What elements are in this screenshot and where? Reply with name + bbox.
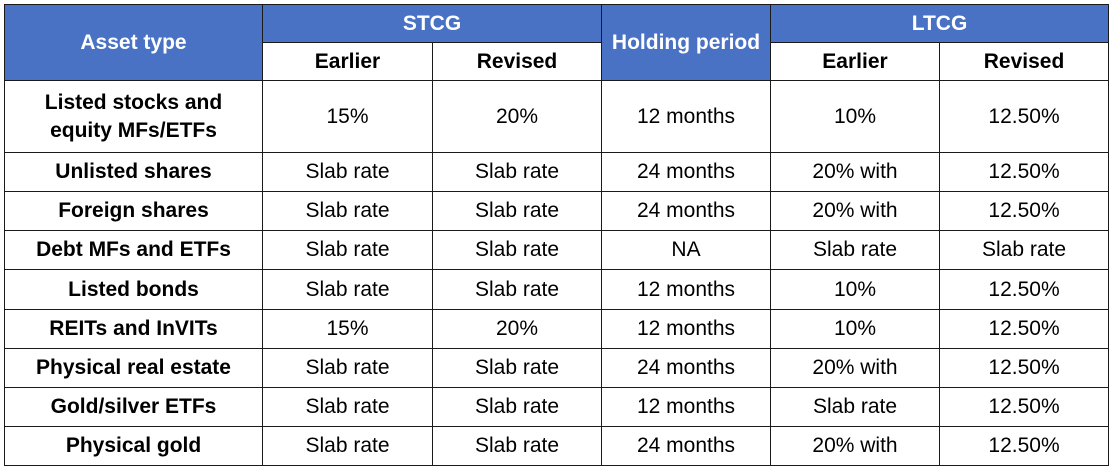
table-row: Debt MFs and ETFs Slab rate Slab rate NA… [4,230,1110,271]
header-asset-type: Asset type [4,4,263,81]
ltcg-revised-cell: 12.50% [938,386,1110,427]
ltcg-revised-cell: Slab rate [938,230,1110,271]
holding-period-cell: 12 months [601,386,771,427]
header-stcg: STCG [262,4,602,43]
ltcg-earlier-cell: Slab rate [770,230,940,271]
ltcg-earlier-cell: 10% [770,308,940,349]
stcg-revised-cell: Slab rate [432,386,602,427]
holding-period-cell: 24 months [601,191,771,232]
ltcg-revised-cell: 12.50% [938,152,1110,193]
ltcg-revised-cell: 12.50% [938,347,1110,388]
stcg-revised-cell: Slab rate [432,269,602,310]
holding-period-cell: 24 months [601,425,771,467]
table-row: Gold/silver ETFs Slab rate Slab rate 12 … [4,386,1110,427]
tax-comparison-table: Asset type STCG Holding period LTCG Earl… [4,4,1110,467]
table-row: Foreign shares Slab rate Slab rate 24 mo… [4,191,1110,232]
header-row-2: Earlier Revised Earlier Revised [5,42,1110,81]
stcg-revised-cell: Slab rate [432,425,602,467]
stcg-revised-cell: Slab rate [432,152,602,193]
header-ltcg-revised: Revised [938,42,1110,81]
stcg-earlier-cell: Slab rate [262,191,433,232]
ltcg-revised-cell: 12.50% [938,191,1110,232]
holding-period-cell: NA [601,230,771,271]
table-row: Physical real estate Slab rate Slab rate… [4,347,1110,388]
ltcg-revised-cell: 12.50% [938,269,1110,310]
ltcg-earlier-text: 20% with indexation [812,433,898,457]
table-row: Listed bonds Slab rate Slab rate 12 mont… [4,269,1110,310]
stcg-earlier-cell: Slab rate [262,152,433,193]
asset-cell: Unlisted shares [4,152,263,193]
asset-cell: REITs and InVITs [4,308,263,349]
header-ltcg-earlier: Earlier [770,42,940,81]
table-row: Physical gold Slab rate Slab rate 24 mon… [4,425,1110,467]
holding-period-cell: 12 months [601,269,771,310]
ltcg-earlier-cell: 20% with indexation [770,425,940,467]
stcg-revised-cell: Slab rate [432,230,602,271]
ltcg-earlier-text: 20% with indexation [812,160,898,184]
stcg-revised-cell: 20% [432,308,602,349]
holding-period-cell: 24 months [601,152,771,193]
holding-period-cell: 12 months [601,308,771,349]
stcg-earlier-cell: Slab rate [262,269,433,310]
asset-cell: Listed bonds [4,269,263,310]
ltcg-earlier-cell: 20% with indexation [770,152,940,193]
ltcg-earlier-cell: 10% [770,79,940,154]
header-ltcg: LTCG [769,4,1110,43]
header-stcg-revised: Revised [432,42,602,81]
ltcg-revised-cell: 12.50% [938,425,1110,467]
stcg-earlier-cell: Slab rate [262,230,433,271]
table-row: Listed stocks and equity MFs/ETFs 15% 20… [4,79,1110,154]
header-stcg-earlier: Earlier [262,42,433,81]
holding-period-cell: 12 months [601,79,771,154]
holding-period-cell: 24 months [601,347,771,388]
ltcg-earlier-cell: 20% with indexation [770,347,940,388]
ltcg-earlier-cell: Slab rate [770,386,940,427]
stcg-earlier-cell: 15% [262,308,433,349]
ltcg-earlier-text: 20% with indexation [812,199,898,223]
table-row: REITs and InVITs 15% 20% 12 months 10% 1… [4,308,1110,349]
ltcg-earlier-cell: 20% with indexation [770,191,940,232]
header-holding-period: Holding period [601,4,771,81]
stcg-earlier-cell: Slab rate [262,347,433,388]
asset-cell: Physical gold [4,425,263,467]
asset-cell: Foreign shares [4,191,263,232]
ltcg-earlier-cell: 10% [770,269,940,310]
asset-cell: Listed stocks and equity MFs/ETFs [4,79,263,154]
stcg-earlier-cell: 15% [262,79,433,154]
table-row: Unlisted shares Slab rate Slab rate 24 m… [4,152,1110,193]
ltcg-earlier-text: 20% with indexation [812,355,898,379]
ltcg-revised-cell: 12.50% [938,79,1110,154]
header-row-1: Asset type STCG Holding period LTCG [4,4,1110,81]
asset-cell: Physical real estate [4,347,263,388]
ltcg-revised-cell: 12.50% [938,308,1110,349]
stcg-earlier-cell: Slab rate [262,425,433,467]
stcg-revised-cell: Slab rate [432,347,602,388]
asset-cell: Debt MFs and ETFs [4,230,263,271]
stcg-revised-cell: Slab rate [432,191,602,232]
stcg-revised-cell: 20% [432,79,602,154]
stcg-earlier-cell: Slab rate [262,386,433,427]
asset-cell: Gold/silver ETFs [4,386,263,427]
